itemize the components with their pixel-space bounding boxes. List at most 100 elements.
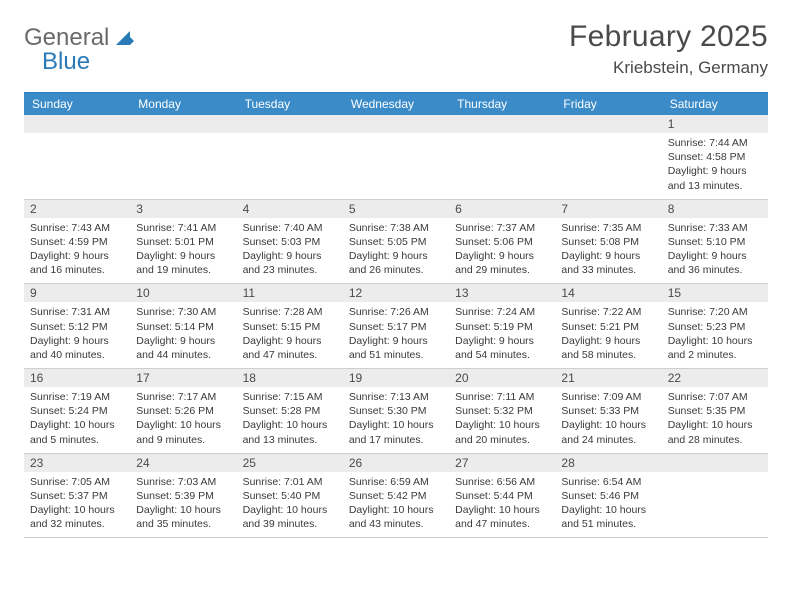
daylight-line: Daylight: 10 hours and 51 minutes. bbox=[561, 503, 655, 531]
sunrise-line: Sunrise: 7:35 AM bbox=[561, 221, 655, 235]
day-cell: 17Sunrise: 7:17 AMSunset: 5:26 PMDayligh… bbox=[130, 369, 236, 453]
sunrise-line: Sunrise: 7:13 AM bbox=[349, 390, 443, 404]
week-row: 2Sunrise: 7:43 AMSunset: 4:59 PMDaylight… bbox=[24, 200, 768, 285]
month-title: February 2025 bbox=[569, 20, 768, 54]
sunset-line: Sunset: 5:14 PM bbox=[136, 320, 230, 334]
daylight-line: Daylight: 9 hours and 51 minutes. bbox=[349, 334, 443, 362]
daylight-line: Daylight: 9 hours and 33 minutes. bbox=[561, 249, 655, 277]
day-number: 8 bbox=[662, 200, 768, 218]
sunrise-line: Sunrise: 7:11 AM bbox=[455, 390, 549, 404]
day-cell: 8 Sunrise: 7:33 AMSunset: 5:10 PMDaylight… bbox=[662, 200, 768, 284]
header: General Blue February 2025 Kriebstein, G… bbox=[24, 20, 768, 78]
day-number: 18 bbox=[237, 369, 343, 387]
logo: General Blue bbox=[24, 26, 134, 74]
day-cell: 18Sunrise: 7:15 AMSunset: 5:28 PMDayligh… bbox=[237, 369, 343, 453]
week-row: 16Sunrise: 7:19 AMSunset: 5:24 PMDayligh… bbox=[24, 369, 768, 454]
daylight-line: Daylight: 9 hours and 40 minutes. bbox=[30, 334, 124, 362]
sunset-line: Sunset: 5:08 PM bbox=[561, 235, 655, 249]
daylight-line: Daylight: 9 hours and 16 minutes. bbox=[30, 249, 124, 277]
sunrise-line: Sunrise: 7:31 AM bbox=[30, 305, 124, 319]
day-number: 5 bbox=[343, 200, 449, 218]
day-number bbox=[237, 115, 343, 133]
day-cell: 21Sunrise: 7:09 AMSunset: 5:33 PMDayligh… bbox=[555, 369, 661, 453]
sunrise-line: Sunrise: 7:24 AM bbox=[455, 305, 549, 319]
daylight-line: Daylight: 10 hours and 17 minutes. bbox=[349, 418, 443, 446]
day-number: 17 bbox=[130, 369, 236, 387]
sunrise-line: Sunrise: 7:07 AM bbox=[668, 390, 762, 404]
day-cell: 5Sunrise: 7:38 AMSunset: 5:05 PMDaylight… bbox=[343, 200, 449, 284]
day-cell: 11Sunrise: 7:28 AMSunset: 5:15 PMDayligh… bbox=[237, 284, 343, 368]
sunrise-line: Sunrise: 7:33 AM bbox=[668, 221, 762, 235]
daylight-line: Daylight: 9 hours and 36 minutes. bbox=[668, 249, 762, 277]
daylight-line: Daylight: 9 hours and 54 minutes. bbox=[455, 334, 549, 362]
daylight-line: Daylight: 10 hours and 35 minutes. bbox=[136, 503, 230, 531]
logo-word1: General bbox=[24, 24, 109, 51]
day-cell: 1Sunrise: 7:44 AMSunset: 4:58 PMDaylight… bbox=[662, 115, 768, 199]
day-number: 1 bbox=[662, 115, 768, 133]
day-cell: 26Sunrise: 6:59 AMSunset: 5:42 PMDayligh… bbox=[343, 454, 449, 538]
day-cell: 13Sunrise: 7:24 AMSunset: 5:19 PMDayligh… bbox=[449, 284, 555, 368]
sunrise-line: Sunrise: 6:56 AM bbox=[455, 475, 549, 489]
calendar: Sunday Monday Tuesday Wednesday Thursday… bbox=[24, 92, 768, 538]
day-number: 2 bbox=[24, 200, 130, 218]
day-number: 25 bbox=[237, 454, 343, 472]
sunset-line: Sunset: 5:05 PM bbox=[349, 235, 443, 249]
title-block: February 2025 Kriebstein, Germany bbox=[569, 20, 768, 78]
day-number: 13 bbox=[449, 284, 555, 302]
weekday-sun: Sunday bbox=[24, 93, 130, 115]
sunset-line: Sunset: 5:10 PM bbox=[668, 235, 762, 249]
day-cell: 24Sunrise: 7:03 AMSunset: 5:39 PMDayligh… bbox=[130, 454, 236, 538]
daylight-line: Daylight: 9 hours and 23 minutes. bbox=[243, 249, 337, 277]
weekday-fri: Friday bbox=[555, 93, 661, 115]
empty-cell bbox=[237, 115, 343, 199]
sunrise-line: Sunrise: 7:19 AM bbox=[30, 390, 124, 404]
day-cell: 23 Sunrise: 7:05 AMSunset: 5:37 PMDayligh… bbox=[24, 454, 130, 538]
location: Kriebstein, Germany bbox=[569, 58, 768, 78]
day-number: 23 bbox=[24, 454, 130, 472]
empty-cell bbox=[662, 454, 768, 538]
sunset-line: Sunset: 5:17 PM bbox=[349, 320, 443, 334]
sunset-line: Sunset: 4:59 PM bbox=[30, 235, 124, 249]
day-number: 21 bbox=[555, 369, 661, 387]
day-number: 3 bbox=[130, 200, 236, 218]
weekday-tue: Tuesday bbox=[237, 93, 343, 115]
sunset-line: Sunset: 5:37 PM bbox=[30, 489, 124, 503]
sunset-line: Sunset: 5:30 PM bbox=[349, 404, 443, 418]
daylight-line: Daylight: 10 hours and 43 minutes. bbox=[349, 503, 443, 531]
sunrise-line: Sunrise: 7:22 AM bbox=[561, 305, 655, 319]
sunrise-line: Sunrise: 6:54 AM bbox=[561, 475, 655, 489]
sunrise-line: Sunrise: 7:37 AM bbox=[455, 221, 549, 235]
sunset-line: Sunset: 5:23 PM bbox=[668, 320, 762, 334]
daylight-line: Daylight: 9 hours and 19 minutes. bbox=[136, 249, 230, 277]
sunset-line: Sunset: 5:32 PM bbox=[455, 404, 549, 418]
weekday-header: Sunday Monday Tuesday Wednesday Thursday… bbox=[24, 93, 768, 115]
sunset-line: Sunset: 5:33 PM bbox=[561, 404, 655, 418]
sunrise-line: Sunrise: 7:05 AM bbox=[30, 475, 124, 489]
sunrise-line: Sunrise: 7:17 AM bbox=[136, 390, 230, 404]
daylight-line: Daylight: 10 hours and 24 minutes. bbox=[561, 418, 655, 446]
day-cell: 22Sunrise: 7:07 AMSunset: 5:35 PMDayligh… bbox=[662, 369, 768, 453]
day-number: 26 bbox=[343, 454, 449, 472]
daylight-line: Daylight: 10 hours and 20 minutes. bbox=[455, 418, 549, 446]
day-number: 9 bbox=[24, 284, 130, 302]
day-number: 6 bbox=[449, 200, 555, 218]
sunrise-line: Sunrise: 6:59 AM bbox=[349, 475, 443, 489]
daylight-line: Daylight: 10 hours and 32 minutes. bbox=[30, 503, 124, 531]
sunrise-line: Sunrise: 7:15 AM bbox=[243, 390, 337, 404]
day-number: 22 bbox=[662, 369, 768, 387]
empty-cell bbox=[343, 115, 449, 199]
sunset-line: Sunset: 4:58 PM bbox=[668, 150, 762, 164]
day-number: 27 bbox=[449, 454, 555, 472]
sunrise-line: Sunrise: 7:44 AM bbox=[668, 136, 762, 150]
day-number: 10 bbox=[130, 284, 236, 302]
weekday-sat: Saturday bbox=[662, 93, 768, 115]
calendar-body: 1 Sunrise: 7:44 AMSunset: 4:58 PM Daylight… bbox=[24, 115, 768, 538]
day-number: 7 bbox=[555, 200, 661, 218]
daylight-line: Daylight: 10 hours and 47 minutes. bbox=[455, 503, 549, 531]
sunset-line: Sunset: 5:12 PM bbox=[30, 320, 124, 334]
day-cell: 14Sunrise: 7:22 AMSunset: 5:21 PMDayligh… bbox=[555, 284, 661, 368]
day-cell: 15Sunrise: 7:20 AMSunset: 5:23 PMDayligh… bbox=[662, 284, 768, 368]
sunrise-line: Sunrise: 7:30 AM bbox=[136, 305, 230, 319]
weekday-thu: Thursday bbox=[449, 93, 555, 115]
day-number: 16 bbox=[24, 369, 130, 387]
